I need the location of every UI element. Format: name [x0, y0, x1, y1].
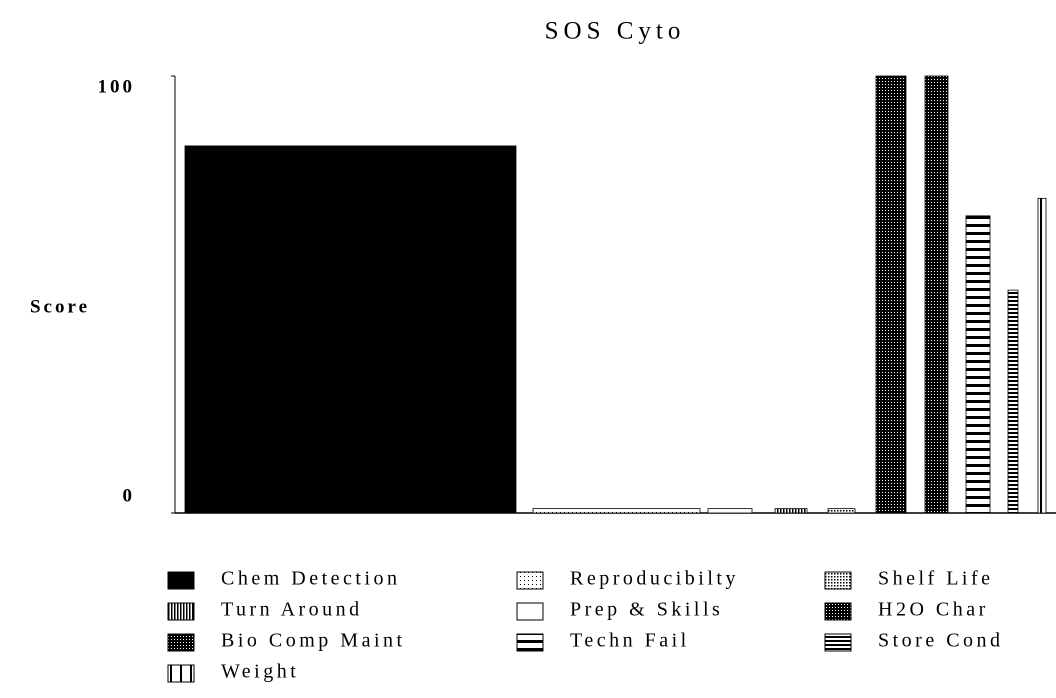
legend-label: Reproducibilty	[570, 568, 739, 590]
legend-swatch	[167, 571, 195, 590]
bar	[707, 508, 753, 514]
legend-swatch	[167, 602, 195, 621]
legend-swatch	[824, 571, 852, 590]
bar	[532, 508, 701, 514]
legend-swatch	[167, 664, 195, 683]
legend-swatch	[516, 602, 544, 621]
bar	[1007, 289, 1019, 514]
legend-label: Weight	[221, 661, 299, 683]
legend-swatch	[516, 633, 544, 652]
bar	[1037, 197, 1047, 514]
legend-label: Bio Comp Maint	[221, 630, 406, 652]
legend-swatch	[824, 602, 852, 621]
chart-title: SOS Cyto	[545, 18, 686, 45]
legend-swatch	[167, 633, 195, 652]
bar	[875, 75, 907, 514]
legend-label: Shelf Life	[878, 568, 994, 590]
y-tick-label: 100	[98, 76, 136, 97]
y-tick-label: 0	[123, 485, 136, 506]
legend-label: Store Cond	[878, 630, 1004, 652]
legend-label: Techn Fail	[570, 630, 690, 652]
legend-label: H2O Char	[878, 599, 989, 621]
legend-label: Prep & Skills	[570, 599, 723, 621]
legend-label: Turn Around	[221, 599, 363, 621]
bar	[924, 75, 949, 514]
bar	[965, 215, 991, 514]
legend-swatch	[824, 633, 852, 652]
bar	[827, 508, 856, 514]
y-axis-label: Score	[30, 296, 90, 317]
bar	[774, 508, 808, 514]
bar	[184, 145, 517, 514]
legend-swatch	[516, 571, 544, 590]
legend-label: Chem Detection	[221, 568, 401, 590]
